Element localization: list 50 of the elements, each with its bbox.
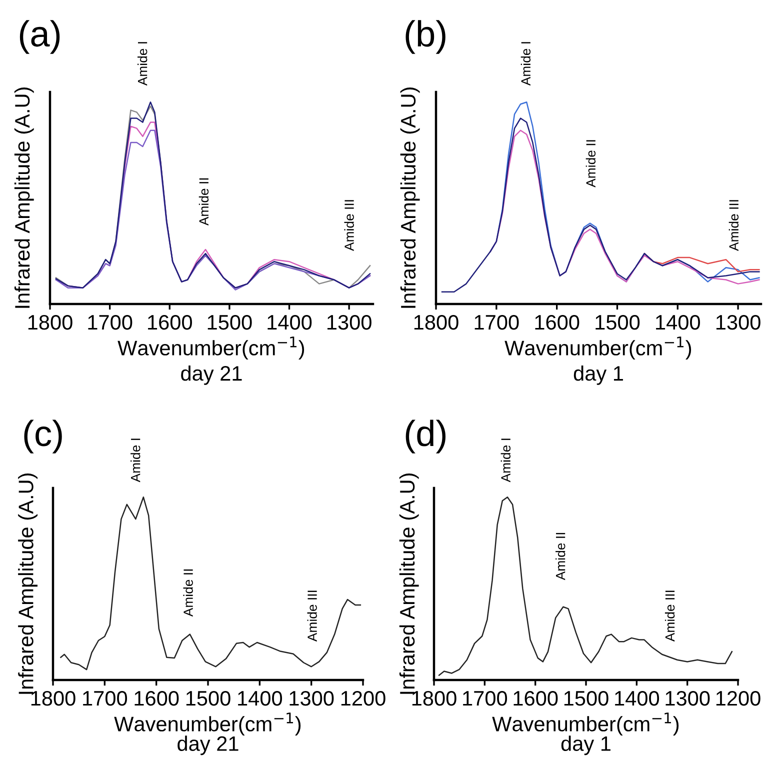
y-axis-title: Infrared Amplitude (A.U) bbox=[14, 88, 34, 308]
x-tick-label: 1500 bbox=[596, 314, 640, 330]
annotation: Amide III bbox=[344, 200, 354, 251]
x-axis-title: Wavenumber(cm$^{−1}$) bbox=[504, 336, 692, 360]
annotation: Amide III bbox=[728, 200, 739, 251]
text: Amide I bbox=[130, 438, 140, 482]
text: day 21 bbox=[178, 736, 238, 756]
x-tick-label: 1600 bbox=[535, 314, 580, 330]
x-tick-label: 1600 bbox=[134, 690, 179, 706]
annotation: Amide II bbox=[183, 569, 193, 617]
text: day 1 bbox=[561, 736, 610, 756]
x-tick-label: 1300 bbox=[666, 690, 710, 706]
text: Amide I bbox=[520, 42, 531, 86]
y-axis-title: Infrared Amplitude (A.U) bbox=[400, 88, 420, 308]
x-tick-label: 1800 bbox=[414, 314, 458, 330]
text: day 1 bbox=[574, 365, 623, 385]
x-axis-title: Wavenumber(cm$^{−1}$) bbox=[114, 712, 301, 736]
x-tick-label: 1700 bbox=[83, 690, 128, 706]
chart-title: (d) bbox=[406, 420, 446, 454]
x-tick-label: 1400 bbox=[615, 690, 660, 706]
x-tick-label: 1400 bbox=[268, 314, 312, 330]
x-tick-label: 1600 bbox=[514, 690, 558, 706]
x-tick-label: 1500 bbox=[208, 314, 252, 330]
x-tick-label: 1400 bbox=[238, 690, 282, 706]
x-tick-label: 1500 bbox=[186, 690, 230, 706]
x-tick-label: 1600 bbox=[148, 314, 192, 330]
x-axis-title: Wavenumber(cm$^{−1}$) bbox=[118, 336, 304, 360]
x-axis-title: Wavenumber(cm$^{−1}$) bbox=[492, 712, 679, 736]
x-tick-label: 1300 bbox=[290, 690, 334, 706]
annotation: Amide II bbox=[198, 178, 209, 226]
text: Amide I bbox=[500, 438, 510, 482]
chart-title: (c) bbox=[24, 420, 62, 454]
annotation: Amide III bbox=[307, 590, 317, 642]
annotation: Amide III bbox=[664, 590, 675, 642]
x-tick-label: 1700 bbox=[463, 690, 508, 706]
x-tick-label: 1400 bbox=[656, 314, 700, 330]
chart-title: (b) bbox=[406, 20, 446, 54]
x-tick-label: 1200 bbox=[716, 690, 760, 706]
x-tick-label: 1800 bbox=[28, 314, 72, 330]
x-tick-label: 1500 bbox=[564, 690, 608, 706]
text: Amide I bbox=[138, 42, 148, 86]
x-tick-label: 1700 bbox=[88, 314, 132, 330]
annotation: Amide II bbox=[586, 140, 596, 188]
x-tick-label: 1700 bbox=[474, 314, 519, 330]
text: day 21 bbox=[181, 365, 242, 385]
x-tick-label: 1300 bbox=[327, 314, 372, 330]
x-tick-label: 1200 bbox=[341, 690, 386, 706]
annotation: Amide II bbox=[556, 532, 566, 580]
chart-title: (a) bbox=[20, 20, 60, 54]
x-tick-label: 1300 bbox=[716, 314, 760, 330]
